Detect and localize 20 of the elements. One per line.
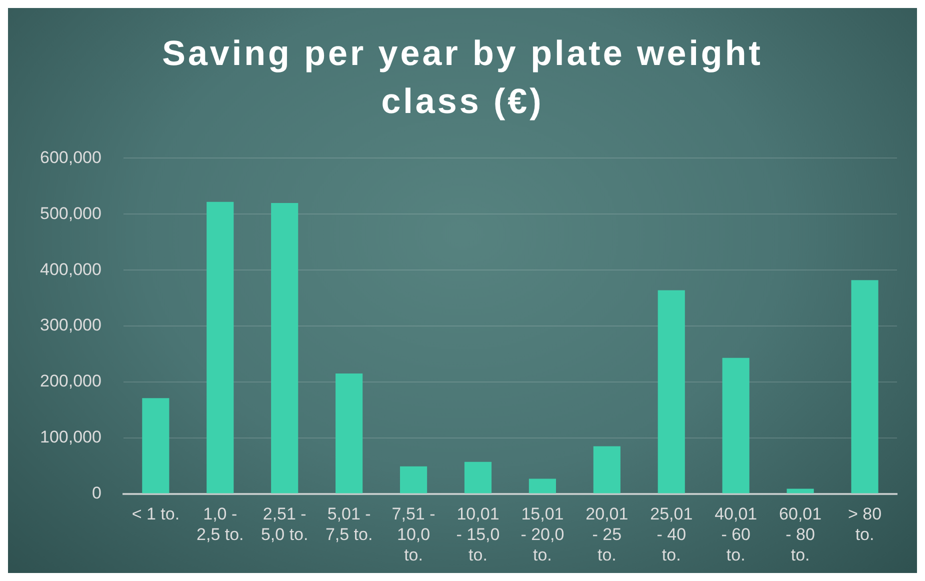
y-tick-label: 200,000: [40, 372, 102, 391]
y-tick-label: 100,000: [40, 428, 102, 447]
x-tick-label: 60,01 - 80 to.: [779, 504, 822, 564]
chart-title: Saving per year by plate weight class (€): [161, 33, 764, 123]
x-tick-label: 7,51 - 10,0 to.: [392, 504, 436, 564]
y-tick-label: 400,000: [40, 260, 102, 279]
y-tick-label: 600,000: [40, 148, 102, 167]
x-tick-label: > 80 to.: [848, 504, 882, 544]
x-tick-label: < 1 to.: [132, 504, 180, 524]
x-tick-label: 40,01 - 60 to.: [714, 504, 758, 564]
y-tick-label: 300,000: [40, 316, 102, 335]
x-tick-label: 15,01 - 20,0 to.: [520, 504, 564, 564]
x-tick-label: 5,01 - 7,5 to.: [325, 504, 373, 544]
y-tick-label: 0: [92, 483, 102, 502]
x-tick-label: 1,0 - 2,5 to.: [196, 504, 244, 544]
x-tick-label: 2,51 - 5,0 to.: [260, 504, 308, 544]
y-tick-label: 500,000: [40, 204, 102, 223]
x-tick-label: 10,01 - 15,0 to.: [456, 504, 500, 564]
x-tick-label: 20,01 - 25 to.: [586, 504, 628, 564]
x-tick-label: 25,01 - 40 to.: [650, 504, 693, 564]
